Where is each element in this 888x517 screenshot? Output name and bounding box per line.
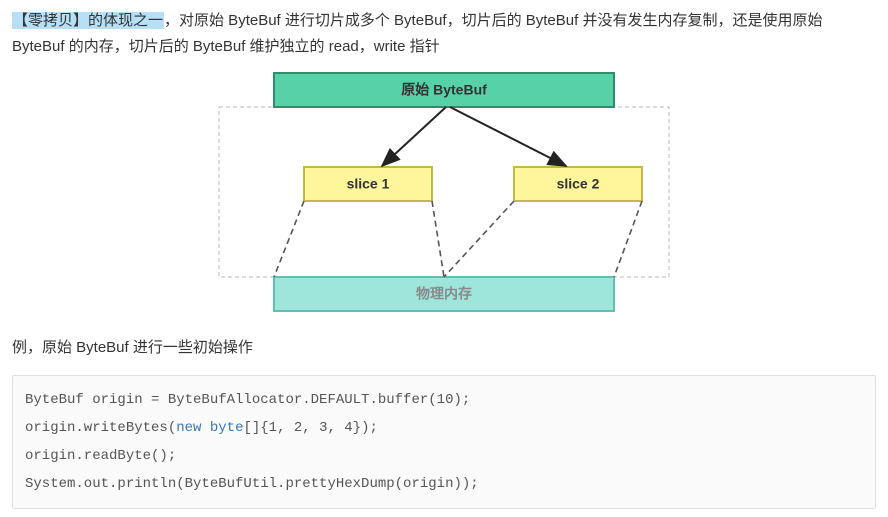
dash-s1-left — [274, 201, 304, 277]
kw-new: new — [176, 420, 201, 436]
code-line-3: origin.readByte(); — [25, 448, 176, 464]
memory-label: 物理内存 — [416, 286, 472, 302]
code-line-2-mid — [201, 420, 209, 436]
kw-byte: byte — [210, 420, 244, 436]
dash-s2-right — [614, 201, 642, 277]
code-line-1: ByteBuf origin = ByteBufAllocator.DEFAUL… — [25, 392, 470, 408]
dash-s1-right — [432, 201, 444, 277]
highlight-span: 【零拷贝】的体现之一 — [12, 12, 164, 29]
original-bytebuf-label: 原始 ByteBuf — [401, 82, 487, 98]
intro-paragraph: 【零拷贝】的体现之一，对原始 ByteBuf 进行切片成多个 ByteBuf，切… — [12, 8, 876, 59]
code-line-2-post: []{1, 2, 3, 4}); — [243, 420, 377, 436]
slice1-label: slice 1 — [347, 176, 390, 192]
slice2-label: slice 2 — [557, 176, 600, 192]
example-text: 例，原始 ByteBuf 进行一些初始操作 — [12, 335, 876, 361]
arrow-to-slice1 — [382, 107, 446, 166]
diagram-container: 原始 ByteBuf slice 1 slice 2 物理内存 — [12, 67, 876, 317]
bytebuf-slice-diagram: 原始 ByteBuf slice 1 slice 2 物理内存 — [214, 67, 674, 317]
dash-s2-left — [444, 201, 514, 277]
arrow-to-slice2 — [450, 107, 566, 166]
code-line-4: System.out.println(ByteBufUtil.prettyHex… — [25, 476, 479, 492]
code-line-2-pre: origin.writeBytes( — [25, 420, 176, 436]
code-block: ByteBuf origin = ByteBufAllocator.DEFAUL… — [12, 375, 876, 509]
